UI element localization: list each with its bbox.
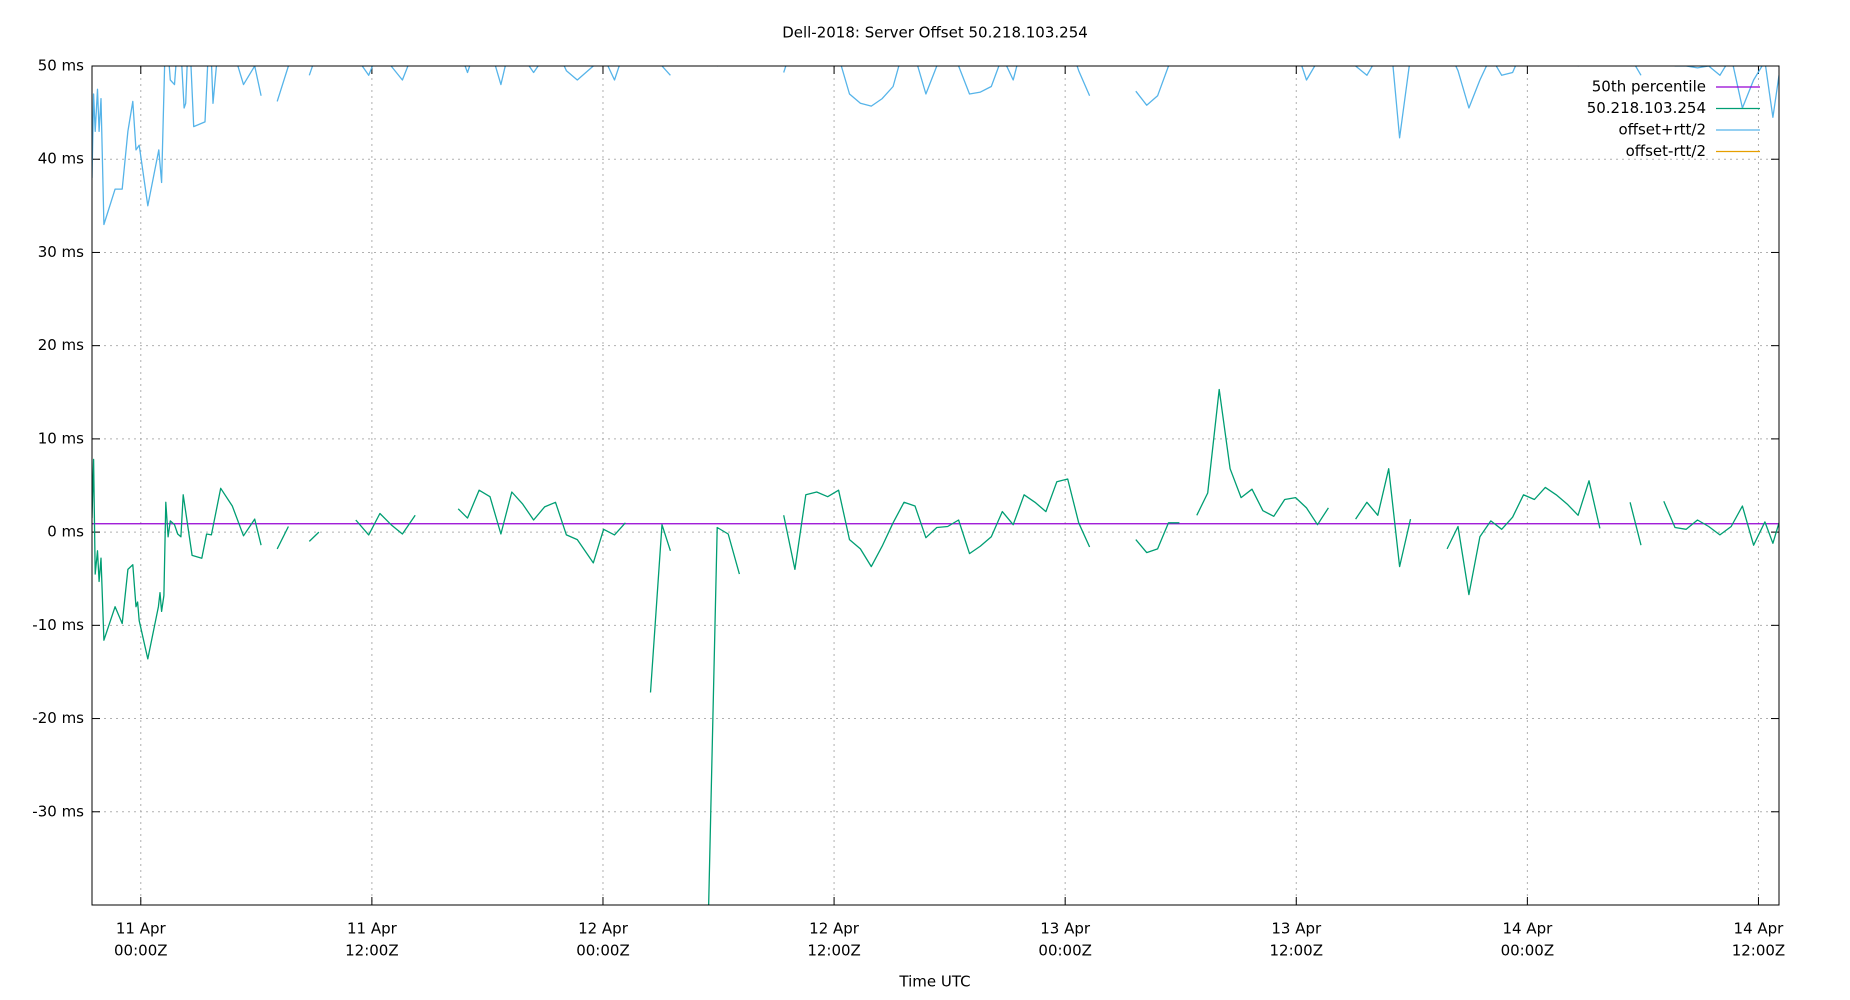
- x-tick-label: 12 Apr: [578, 920, 629, 938]
- legend-label: 50.218.103.254: [1587, 99, 1706, 117]
- chart-title: Dell-2018: Server Offset 50.218.103.254: [782, 24, 1088, 42]
- y-tick-label: -30 ms: [32, 802, 84, 820]
- y-tick-label: 40 ms: [38, 150, 84, 168]
- x-tick-label: 00:00Z: [576, 942, 630, 960]
- x-axis-label: Time UTC: [898, 973, 970, 991]
- x-tick-label: 00:00Z: [1501, 942, 1555, 960]
- x-tick-label: 13 Apr: [1271, 920, 1322, 938]
- x-tick-label: 11 Apr: [116, 920, 167, 938]
- y-tick-label: 10 ms: [38, 429, 84, 447]
- y-tick-label: -20 ms: [32, 709, 84, 727]
- y-tick-label: 30 ms: [38, 243, 84, 261]
- y-tick-label: -10 ms: [32, 616, 84, 634]
- plot-area: [92, 66, 1779, 905]
- x-tick-label: 13 Apr: [1040, 920, 1091, 938]
- legend-label: offset-rtt/2: [1626, 142, 1706, 160]
- legend: 50th percentile 50.218.103.254 offset+rtt/…: [1587, 78, 1760, 160]
- y-tick-label: 0 ms: [47, 523, 84, 541]
- x-tick-label: 00:00Z: [114, 942, 168, 960]
- y-tick-label: 20 ms: [38, 336, 84, 354]
- x-tick-label: 14 Apr: [1502, 920, 1553, 938]
- x-tick-label: 12 Apr: [809, 920, 860, 938]
- x-tick-label: 11 Apr: [347, 920, 398, 938]
- series-line: [92, 66, 1779, 226]
- x-tick-label: 12:00Z: [807, 942, 861, 960]
- x-tick-label: 14 Apr: [1734, 920, 1785, 938]
- x-tick-label: 00:00Z: [1038, 942, 1092, 960]
- series-line: [92, 388, 1779, 905]
- x-tick-label: 12:00Z: [1732, 942, 1786, 960]
- legend-label: 50th percentile: [1592, 78, 1706, 96]
- x-tick-label: 12:00Z: [1270, 942, 1324, 960]
- x-tick-label: 12:00Z: [345, 942, 399, 960]
- grid: 50 ms 40 ms 30 ms 20 ms 10 ms 0 ms -10 ms -20 m…: [32, 57, 1785, 960]
- y-tick-label: 50 ms: [38, 57, 84, 75]
- plot-frame: [91, 65, 1780, 906]
- legend-label: offset+rtt/2: [1618, 121, 1706, 139]
